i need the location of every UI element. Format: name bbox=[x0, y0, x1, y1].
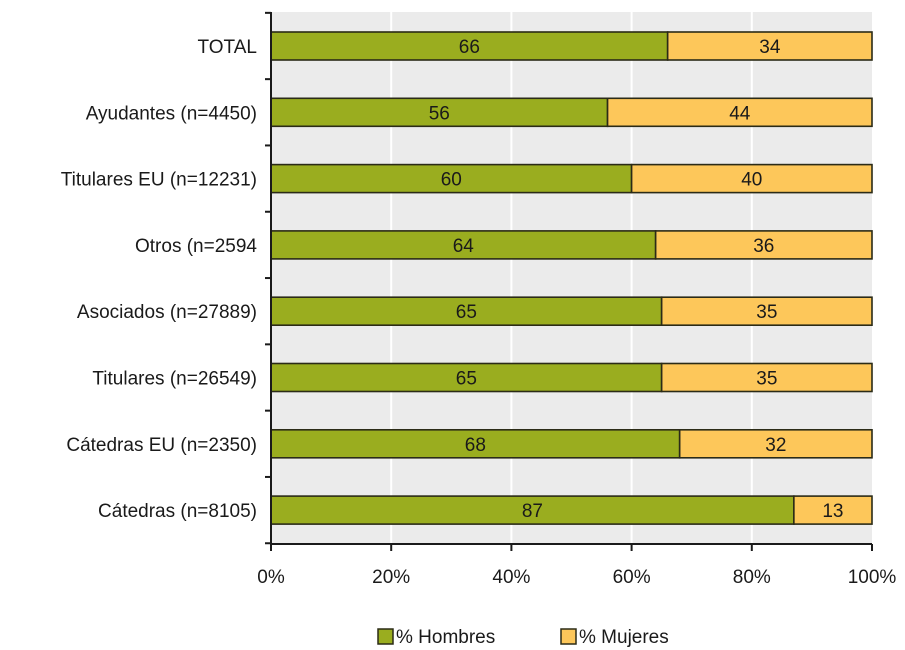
bar-mujeres bbox=[793, 495, 873, 525]
data-label: 44 bbox=[729, 103, 751, 124]
category-label: TOTAL bbox=[198, 37, 257, 58]
category-label: Titulares (n=26549) bbox=[92, 369, 257, 390]
x-tick-label: 40% bbox=[492, 567, 530, 588]
category-labels-group: TOTAL Ayudantes (n=4450) Titulares EU (n=1… bbox=[61, 37, 258, 522]
x-tick-label: 80% bbox=[733, 567, 771, 588]
bar-hombres bbox=[270, 428, 681, 459]
data-label: 65 bbox=[456, 369, 477, 390]
bar-mujeres bbox=[678, 428, 873, 459]
data-label: 68 bbox=[465, 435, 486, 456]
data-label: 36 bbox=[753, 236, 774, 257]
x-tick-label: 60% bbox=[613, 567, 651, 588]
data-label: 35 bbox=[756, 369, 777, 390]
bar-mujeres bbox=[630, 163, 873, 194]
category-label: Asociados (n=27889) bbox=[77, 302, 257, 323]
legend-swatch-hombres bbox=[377, 628, 394, 645]
bar-hombres bbox=[270, 31, 669, 61]
legend-label-hombres: % Hombres bbox=[396, 627, 495, 648]
data-label: 32 bbox=[765, 435, 786, 456]
data-label: 56 bbox=[429, 103, 450, 124]
legend-label-mujeres: % Mujeres bbox=[579, 627, 669, 648]
bar-mujeres bbox=[660, 362, 873, 393]
data-label: 66 bbox=[459, 37, 480, 58]
category-label: Ayudantes (n=4450) bbox=[86, 103, 257, 124]
data-labels-group: 66 34 56 44 60 40 64 36 65 35 65 35 68 32 87 13 bbox=[429, 37, 844, 522]
legend-swatch-mujeres bbox=[560, 628, 577, 645]
plot-background bbox=[271, 12, 872, 544]
data-label: 87 bbox=[522, 501, 543, 522]
data-label: 40 bbox=[741, 170, 762, 191]
data-label: 64 bbox=[453, 236, 475, 257]
x-tick-labels-group: 0% 20% 40% 60% 80% 100% bbox=[257, 567, 896, 588]
bar-mujeres bbox=[666, 31, 873, 61]
axes-group bbox=[265, 11, 873, 551]
category-label: Otros (n=2594 bbox=[135, 236, 257, 257]
bar-mujeres bbox=[606, 97, 873, 128]
x-tick-label: 0% bbox=[257, 567, 285, 588]
category-label: Cátedras (n=8105) bbox=[98, 501, 257, 522]
bar-mujeres bbox=[654, 230, 873, 260]
data-label: 65 bbox=[456, 302, 477, 323]
bars-group bbox=[270, 31, 873, 525]
category-label: Cátedras EU (n=2350) bbox=[66, 435, 257, 456]
data-label: 34 bbox=[759, 37, 781, 58]
x-tick-label: 100% bbox=[848, 567, 897, 588]
legend: % Hombres % Mujeres bbox=[377, 627, 669, 648]
bar-mujeres bbox=[660, 296, 873, 327]
x-tick-label: 20% bbox=[372, 567, 410, 588]
bar-hombres bbox=[270, 97, 609, 128]
category-label: Titulares EU (n=12231) bbox=[61, 170, 257, 191]
data-label: 60 bbox=[441, 170, 462, 191]
data-label: 35 bbox=[756, 302, 777, 323]
data-label: 13 bbox=[822, 501, 843, 522]
